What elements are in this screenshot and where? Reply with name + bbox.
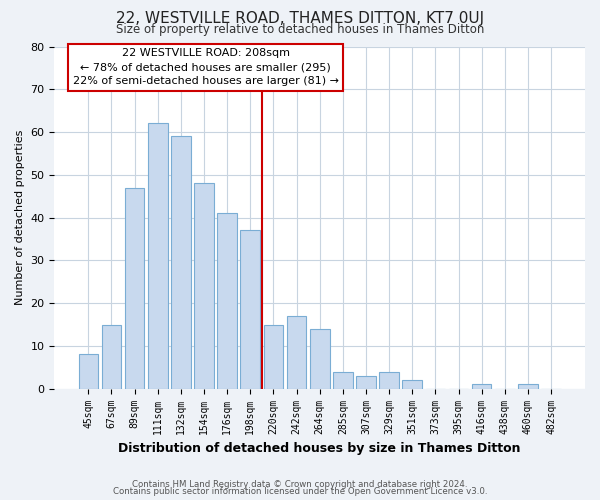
Y-axis label: Number of detached properties: Number of detached properties xyxy=(15,130,25,306)
Bar xyxy=(333,372,353,388)
Bar xyxy=(125,188,145,388)
Bar xyxy=(356,376,376,388)
Bar xyxy=(101,324,121,388)
X-axis label: Distribution of detached houses by size in Thames Ditton: Distribution of detached houses by size … xyxy=(118,442,521,455)
Bar xyxy=(263,324,283,388)
Bar xyxy=(148,124,167,388)
Bar xyxy=(518,384,538,388)
Text: Size of property relative to detached houses in Thames Ditton: Size of property relative to detached ho… xyxy=(116,23,484,36)
Bar xyxy=(287,316,307,388)
Bar xyxy=(194,184,214,388)
Bar xyxy=(217,214,237,388)
Text: Contains public sector information licensed under the Open Government Licence v3: Contains public sector information licen… xyxy=(113,488,487,496)
Bar xyxy=(379,372,399,388)
Bar xyxy=(241,230,260,388)
Text: 22, WESTVILLE ROAD, THAMES DITTON, KT7 0UJ: 22, WESTVILLE ROAD, THAMES DITTON, KT7 0… xyxy=(116,11,484,26)
Bar xyxy=(472,384,491,388)
Bar xyxy=(171,136,191,388)
Bar xyxy=(403,380,422,388)
Text: Contains HM Land Registry data © Crown copyright and database right 2024.: Contains HM Land Registry data © Crown c… xyxy=(132,480,468,489)
Text: 22 WESTVILLE ROAD: 208sqm
← 78% of detached houses are smaller (295)
22% of semi: 22 WESTVILLE ROAD: 208sqm ← 78% of detac… xyxy=(73,48,338,86)
Bar xyxy=(79,354,98,388)
Bar xyxy=(310,329,329,388)
